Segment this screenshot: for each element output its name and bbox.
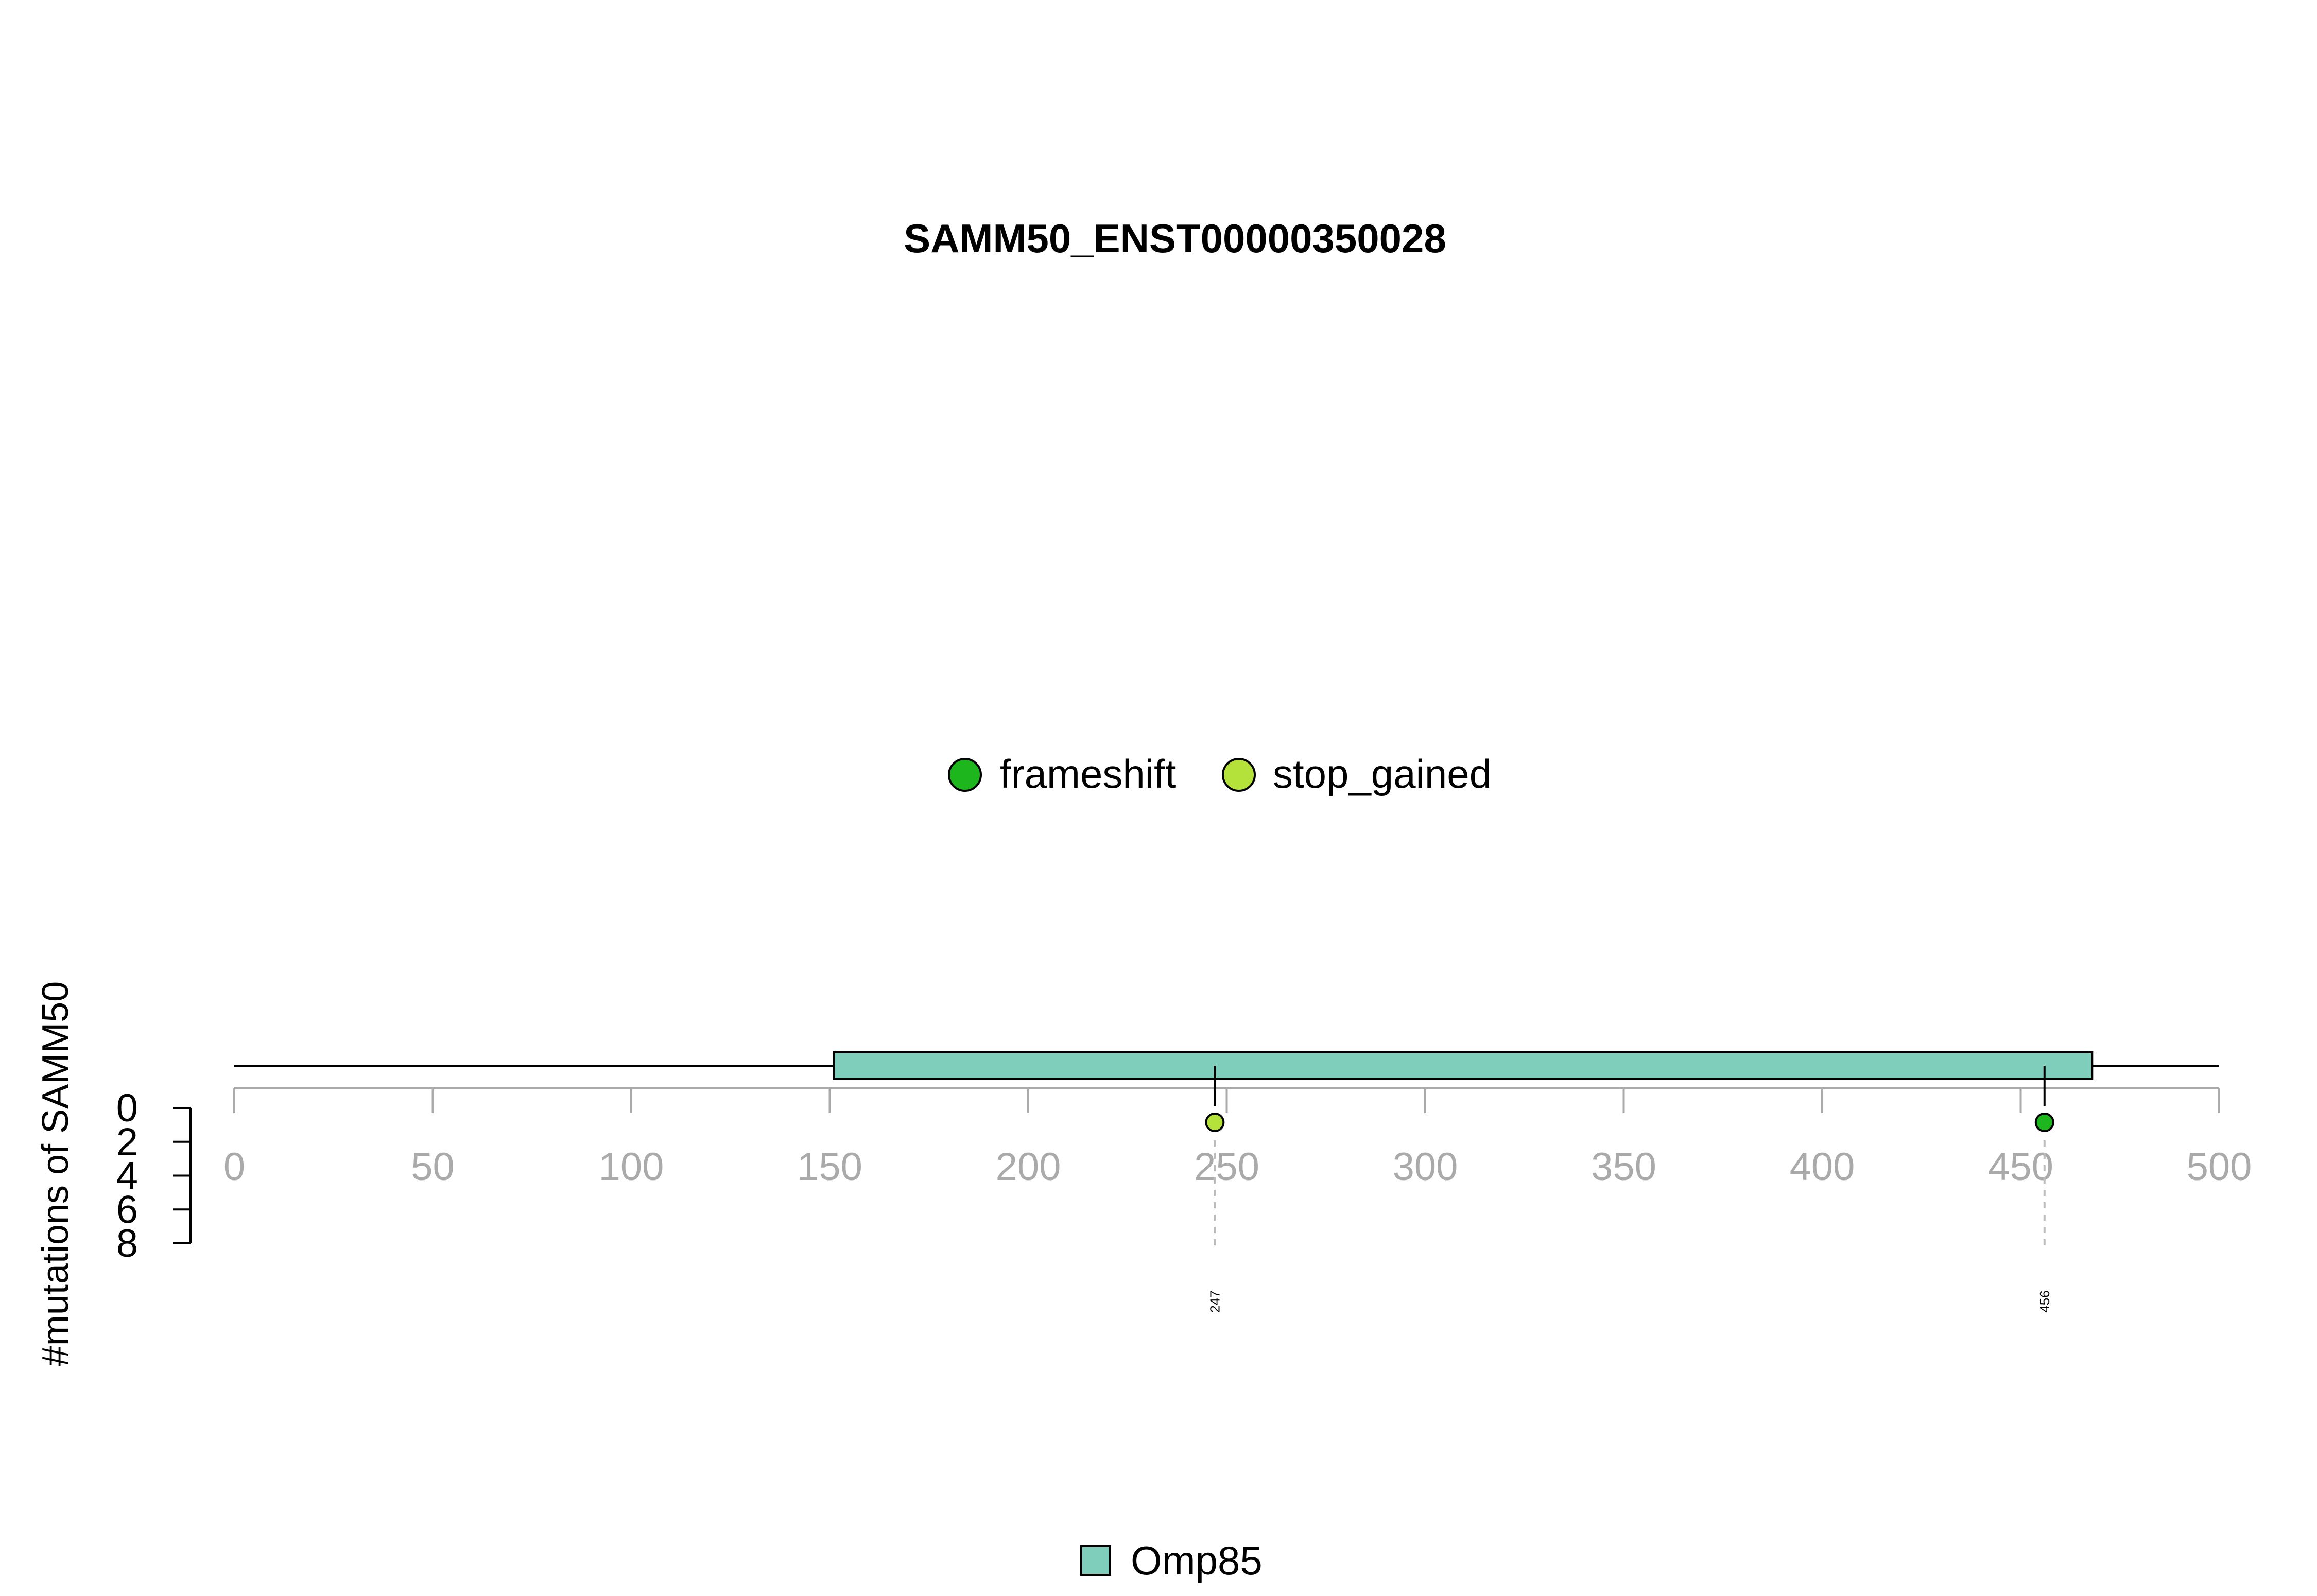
domain-legend-label: Omp85	[1131, 1538, 1263, 1583]
x-tick-label: 200	[996, 1145, 1061, 1189]
mutation-247: 247	[1205, 1066, 1225, 1313]
x-tick-label: 250	[1194, 1145, 1259, 1189]
y-tick-label: 4	[116, 1154, 138, 1198]
y-tick-label: 6	[116, 1188, 138, 1231]
domain-legend: Omp85	[1080, 1538, 1263, 1583]
mutation-legend: frameshift stop_gained	[948, 751, 1492, 796]
x-tick-label: 300	[1393, 1145, 1458, 1189]
lollipop-head	[2034, 1113, 2054, 1132]
legend-label-stop-gained: stop_gained	[1273, 751, 1492, 796]
x-tick-label: 100	[599, 1145, 664, 1189]
x-tick-label: 350	[1591, 1145, 1656, 1189]
x-tick-label: 500	[2187, 1145, 2252, 1189]
position-label: 247	[1207, 1290, 1222, 1312]
x-tick-label: 400	[1790, 1145, 1855, 1189]
position-label: 456	[2037, 1290, 2052, 1312]
domain-track	[833, 1051, 2094, 1080]
mutation-lollipops: 247 456	[1205, 1066, 2054, 1313]
mutation-456: 456	[2034, 1066, 2054, 1313]
x-tick-label: 150	[797, 1145, 862, 1189]
domain-legend-swatch	[1080, 1545, 1111, 1576]
legend-label-frameshift: frameshift	[1000, 751, 1177, 796]
chart-title: SAMM50_ENST00000350028	[904, 216, 1446, 261]
x-tick-label: 450	[1988, 1145, 2053, 1189]
y-tick-label: 0	[116, 1086, 138, 1130]
domain-omp85	[833, 1051, 2094, 1080]
lollipop-head	[1205, 1113, 1225, 1132]
x-tick-label: 0	[223, 1145, 245, 1189]
legend-marker-frameshift	[948, 758, 982, 792]
x-axis: 0 50 100 150 200 250 300 350 400 450 500	[223, 1087, 2252, 1189]
y-tick-label: 2	[116, 1120, 138, 1164]
y-axis-label: #mutations of SAMM50	[35, 981, 76, 1366]
legend-marker-stop-gained	[1222, 758, 1256, 792]
y-tick-label: 8	[116, 1222, 138, 1265]
x-tick-label: 50	[411, 1145, 455, 1189]
